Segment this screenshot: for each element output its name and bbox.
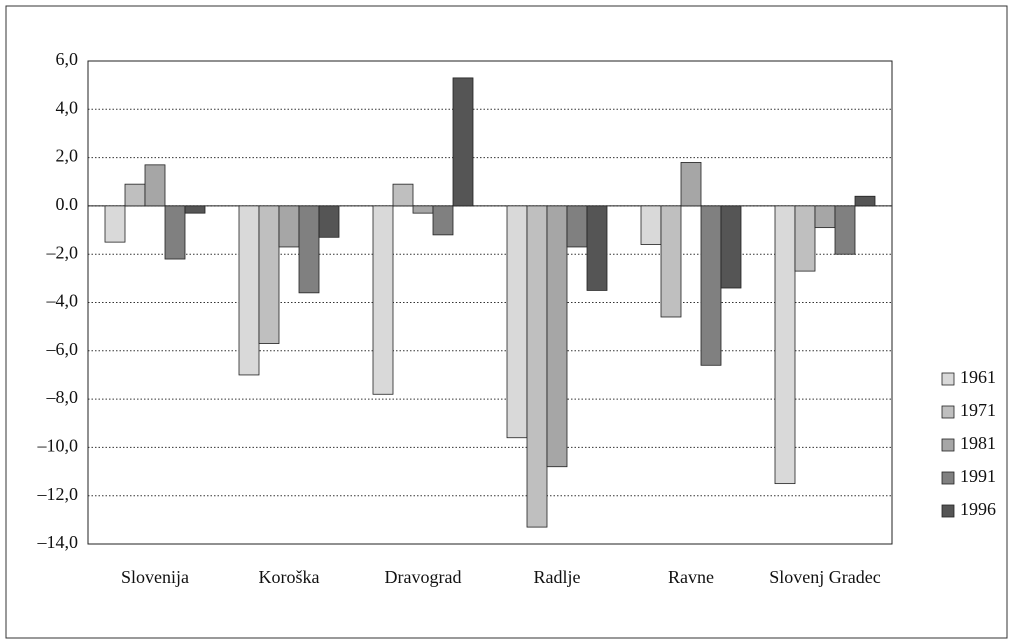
- bar: [144, 164, 166, 207]
- legend-swatch: [941, 372, 955, 386]
- bar: [392, 183, 414, 207]
- plot-border: [87, 60, 893, 545]
- bar: [104, 205, 126, 243]
- bar: [298, 205, 320, 294]
- y-tick-label: –2,0: [46, 242, 79, 262]
- bar: [566, 205, 588, 248]
- y-tick-label: –12,0: [37, 484, 79, 504]
- bar: [452, 77, 474, 207]
- x-tick-label: Koroška: [258, 567, 320, 587]
- bar: [318, 205, 340, 238]
- frame: [5, 5, 1008, 639]
- bar: [412, 205, 434, 214]
- legend-label: 1961: [960, 367, 996, 387]
- bar: [774, 205, 796, 485]
- bar: [680, 162, 702, 207]
- bar: [794, 205, 816, 272]
- x-tick-label: Slovenija: [121, 567, 189, 587]
- y-tick-label: –4,0: [46, 291, 79, 311]
- legend-swatch: [941, 471, 955, 485]
- bar: [526, 205, 548, 528]
- x-tick-label: Radlje: [533, 567, 581, 587]
- y-tick-label: –8,0: [46, 387, 79, 407]
- x-tick-label: Dravograd: [384, 567, 462, 587]
- bar: [720, 205, 742, 289]
- bar: [278, 205, 300, 248]
- bar: [586, 205, 608, 291]
- legend-label: 1981: [960, 433, 996, 453]
- x-tick-label: Ravne: [668, 567, 714, 587]
- y-tick-label: 0.0: [56, 194, 79, 214]
- legend-swatch: [941, 504, 955, 518]
- legend-label: 1996: [960, 499, 996, 519]
- bar: [700, 205, 722, 366]
- bar: [432, 205, 454, 236]
- bar: [546, 205, 568, 468]
- y-tick-label: –14,0: [37, 532, 79, 552]
- y-tick-label: –10,0: [37, 436, 79, 456]
- bar: [238, 205, 260, 376]
- y-tick-label: 2,0: [56, 146, 79, 166]
- bar: [124, 183, 146, 207]
- bar: [640, 205, 662, 245]
- legend-swatch: [941, 405, 955, 419]
- bar: [372, 205, 394, 395]
- bar: [814, 205, 836, 229]
- bar: [258, 205, 280, 344]
- bar: [506, 205, 528, 439]
- bar: [834, 205, 856, 255]
- y-tick-label: 4,0: [56, 97, 79, 117]
- legend-swatch: [941, 438, 955, 452]
- bar: [854, 195, 876, 207]
- legend-label: 1971: [960, 400, 996, 420]
- x-tick-label: Slovenj Gradec: [769, 567, 881, 587]
- y-tick-label: –6,0: [46, 339, 79, 359]
- bar: [660, 205, 682, 318]
- y-tick-label: 6,0: [56, 49, 79, 69]
- legend-label: 1991: [960, 466, 996, 486]
- bar: [164, 205, 186, 260]
- bar: [184, 205, 206, 214]
